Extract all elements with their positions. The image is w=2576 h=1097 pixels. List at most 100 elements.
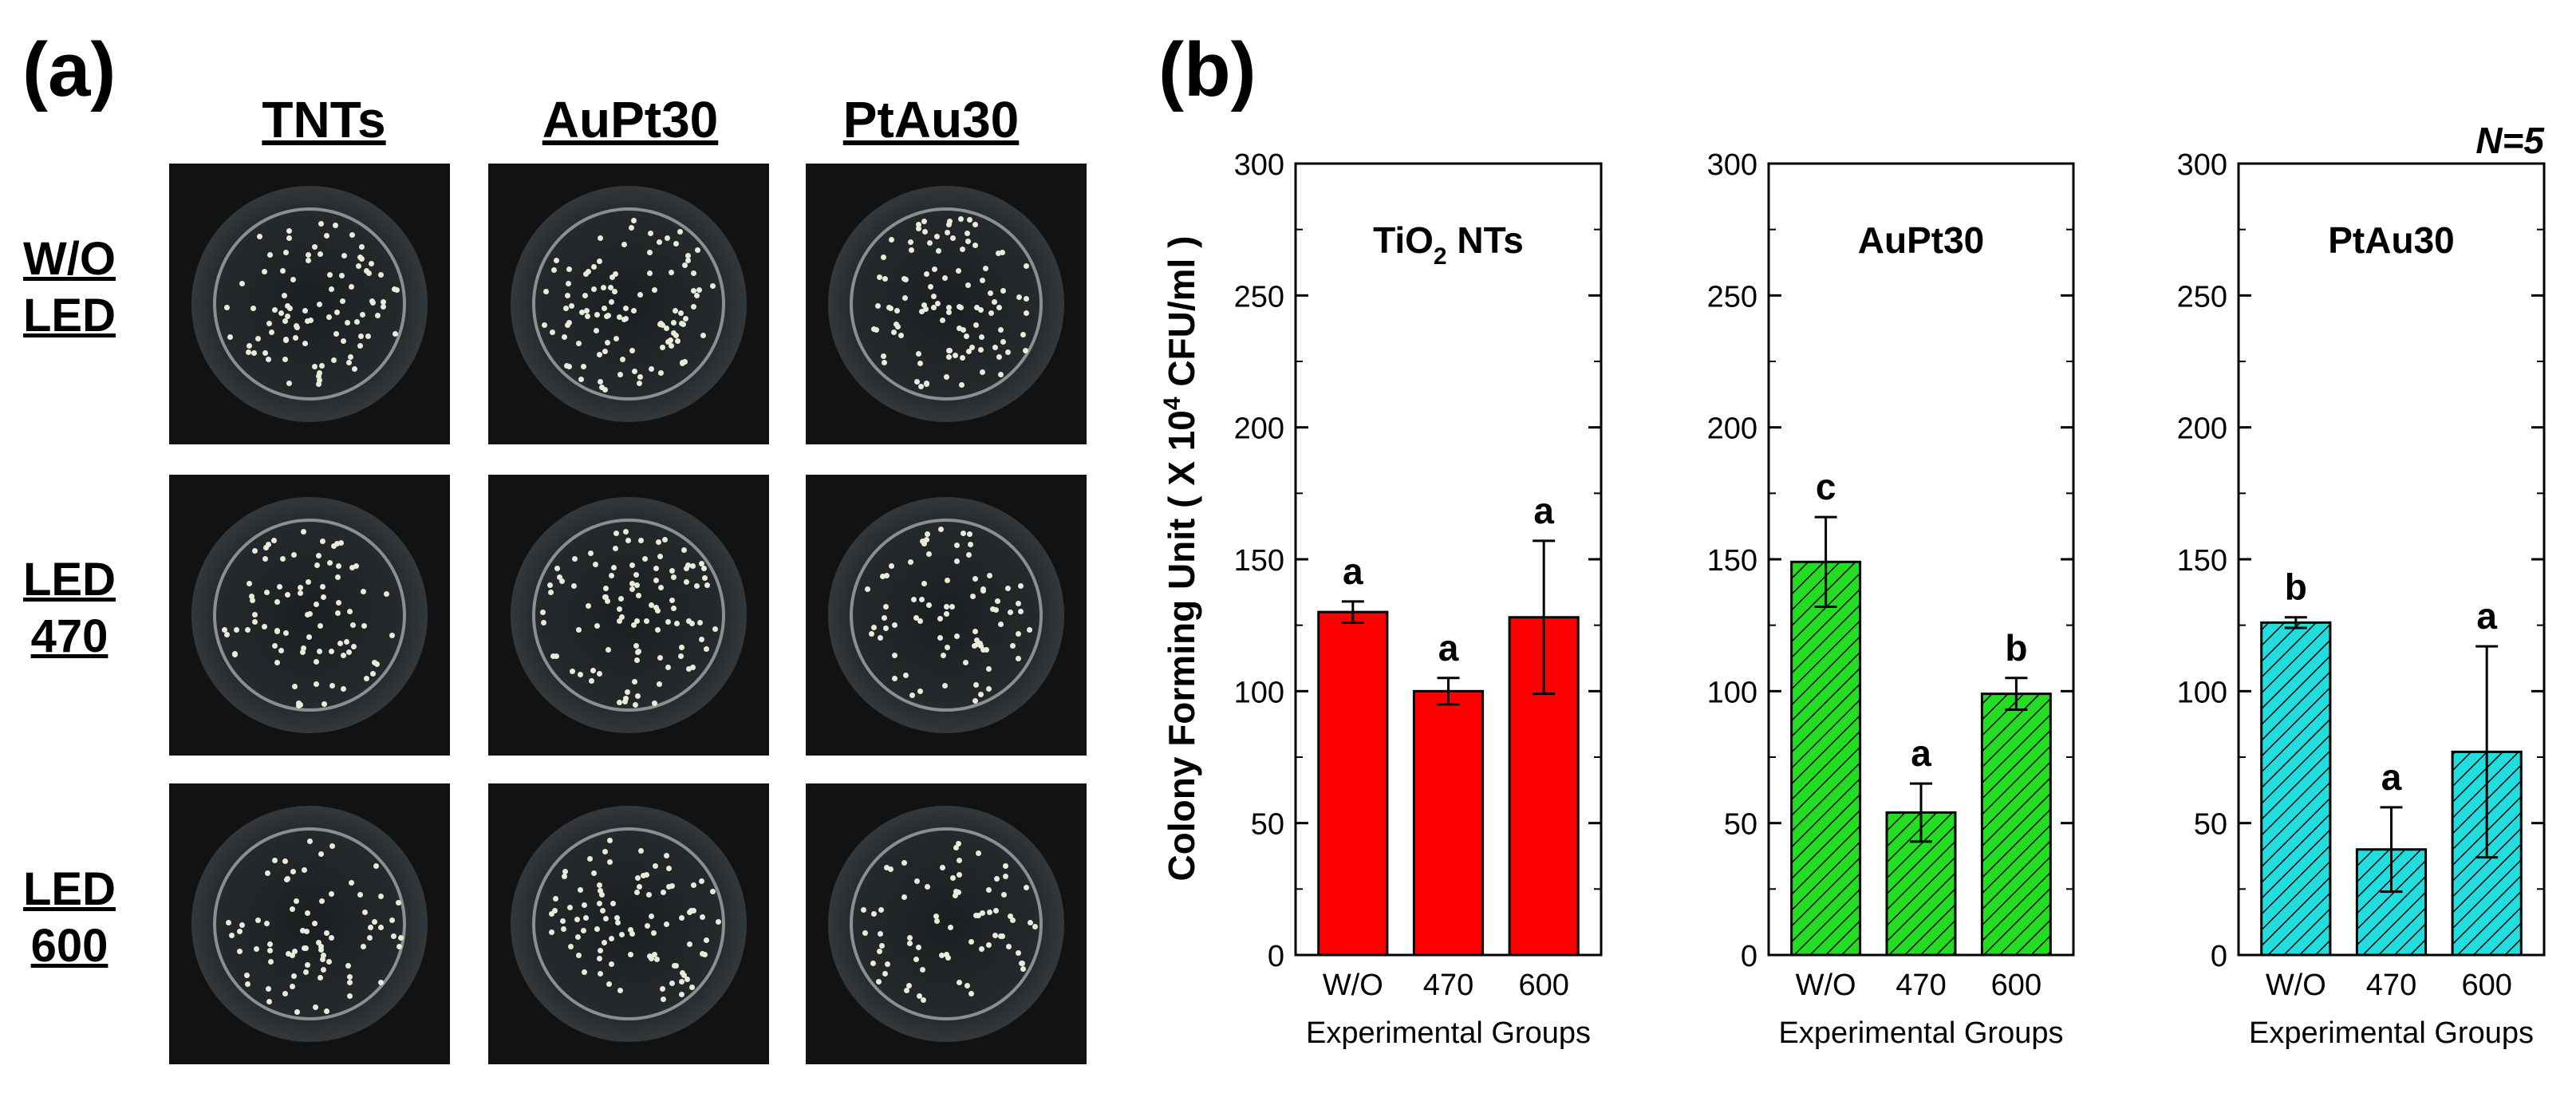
colony-dot [600, 284, 606, 290]
colony-dot [1020, 966, 1027, 973]
colony-dot [934, 918, 941, 925]
colony-dot [603, 915, 609, 921]
x-tick-label: W/O [1323, 969, 1383, 1002]
colony-dot [920, 966, 926, 973]
row-header-line2: 600 [30, 919, 108, 972]
colony-dot [657, 554, 664, 560]
y-tick-label: 0 [1741, 940, 1757, 973]
colony-dot [913, 614, 919, 621]
colony-dot [978, 691, 984, 697]
colony-dot [669, 270, 675, 276]
colony-dot [667, 337, 673, 343]
colony-dot [678, 644, 684, 650]
bar [1317, 610, 1389, 957]
y-tick-label: 100 [1234, 676, 1284, 709]
colony-dot [552, 907, 558, 914]
colony-dot [909, 247, 915, 253]
colony-dot [348, 353, 354, 360]
colony-dot [635, 874, 641, 881]
colony-dot [992, 299, 998, 306]
colony-dot [296, 703, 302, 709]
colony-dot [389, 632, 396, 638]
petri-dish [511, 497, 747, 733]
colony-dot [953, 893, 959, 899]
colony-dot [365, 333, 372, 339]
colony-dot [617, 371, 623, 377]
y-tick-label: 100 [1707, 676, 1757, 709]
colony-dot [1018, 608, 1024, 614]
colony-dot [326, 559, 333, 566]
colony-dot [629, 224, 635, 231]
colony-dot [1024, 296, 1030, 302]
colony-dot [274, 628, 280, 634]
colony-dot [979, 334, 985, 341]
colony-dot [916, 350, 922, 357]
petri-dish-photo [806, 783, 1087, 1064]
colony-dot [318, 898, 325, 905]
petri-dish [828, 497, 1064, 733]
colony-dot [864, 586, 870, 593]
colony-dot [1032, 924, 1039, 930]
colony-dot [271, 306, 278, 313]
colony-dot [973, 305, 980, 311]
colony-dot [657, 654, 663, 661]
colony-dot [659, 345, 665, 351]
colony-dot [236, 928, 243, 934]
colony-dot [380, 304, 386, 310]
y-tick-label: 50 [1251, 808, 1284, 842]
colony-dot [392, 330, 398, 337]
colony-dot [383, 590, 389, 597]
colony-dot [880, 254, 886, 260]
colony-dot [282, 858, 288, 864]
colony-dot [317, 302, 323, 308]
colony-dot [882, 971, 889, 977]
colony-dot [943, 610, 949, 617]
colony-dot [254, 336, 261, 342]
colony-dot [677, 653, 684, 659]
colony-dot [978, 347, 984, 353]
colony-dot [986, 941, 992, 948]
colony-dot [357, 892, 364, 898]
bar [1790, 560, 1862, 957]
colony-dot [282, 318, 288, 325]
colony-dot [973, 322, 980, 328]
colony-dot [685, 257, 692, 263]
colony-dot [661, 890, 667, 896]
colony-dot [585, 603, 591, 610]
colony-dot [917, 618, 923, 624]
colony-dot [329, 842, 336, 849]
colony-dot [597, 970, 603, 977]
colony-dot [637, 847, 644, 854]
colony-dot [357, 255, 363, 261]
colony-dot [997, 372, 1004, 378]
colony-dot [686, 941, 692, 948]
colony-dot [596, 901, 602, 907]
colony-dot [318, 946, 324, 953]
colony-dot [282, 337, 289, 344]
colony-dot [283, 877, 290, 883]
colony-dot [548, 929, 554, 935]
colony-dot [892, 622, 898, 628]
colony-dot [362, 909, 369, 915]
colony-dot [234, 626, 240, 633]
colony-dot [594, 925, 601, 932]
colony-dot [673, 307, 679, 314]
colony-dot [237, 948, 243, 954]
colony-dot [945, 578, 951, 584]
colony-dot [1022, 348, 1028, 354]
y-tick-label: 150 [2177, 544, 2227, 578]
colony-dot [304, 318, 310, 325]
colony-dot [541, 619, 547, 625]
colony-dot [577, 671, 583, 677]
colony-dot [902, 276, 909, 282]
colony-dot [247, 342, 252, 349]
colony-dot [960, 530, 966, 536]
colony-dot [1007, 609, 1013, 615]
colony-dot [290, 906, 296, 913]
colony-dot [299, 927, 306, 933]
colony-dot [873, 327, 879, 333]
colony-dot [1000, 250, 1006, 256]
colony-dot [633, 572, 639, 578]
colony-dot [684, 562, 691, 568]
colony-dot [972, 221, 978, 227]
